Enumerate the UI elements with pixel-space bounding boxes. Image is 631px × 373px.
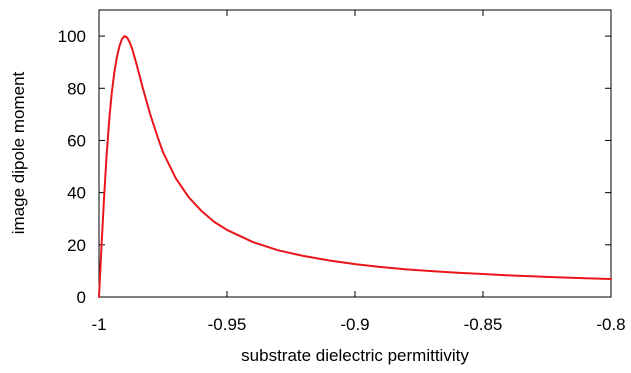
x-tick-label: -0.85 [464, 315, 503, 334]
x-tick-label: -0.8 [596, 315, 625, 334]
x-axis-ticks: -1 -0.95 -0.9 -0.85 -0.8 [91, 10, 626, 334]
x-tick-label: -1 [91, 315, 106, 334]
series-layer [98, 35, 612, 298]
x-tick-label: -0.9 [340, 315, 369, 334]
y-tick-label: 80 [67, 79, 86, 98]
x-axis-title: substrate dielectric permittivity [241, 346, 469, 365]
plot-frame [98, 9, 612, 298]
y-tick-label: 100 [58, 27, 86, 46]
x-tick-label: -0.95 [208, 315, 247, 334]
y-axis-title: image dipole moment [9, 71, 28, 234]
y-axis-ticks: 0 20 40 60 80 100 [58, 27, 611, 307]
y-tick-label: 20 [67, 236, 86, 255]
y-tick-label: 40 [67, 184, 86, 203]
series-line [98, 35, 612, 298]
y-tick-label: 60 [67, 131, 86, 150]
y-tick-label: 0 [77, 288, 86, 307]
